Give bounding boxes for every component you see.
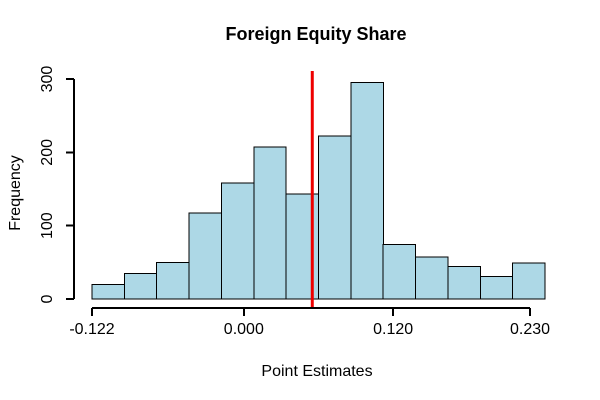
histogram-bar bbox=[123, 272, 158, 300]
histogram-bar bbox=[382, 244, 417, 300]
histogram-bar bbox=[188, 212, 223, 300]
histogram-bar bbox=[350, 82, 384, 300]
y-axis-title: Frequency bbox=[7, 155, 24, 231]
chart-title: Foreign Equity Share bbox=[225, 24, 407, 44]
y-tick-label: 100 bbox=[39, 212, 56, 239]
x-tick-label: 0.000 bbox=[224, 321, 264, 338]
histogram-bar bbox=[253, 146, 287, 300]
histogram-bar bbox=[220, 182, 255, 300]
histogram-bar bbox=[512, 262, 546, 300]
histogram-bar bbox=[156, 261, 190, 300]
histogram-bar bbox=[415, 256, 449, 300]
histogram-bar bbox=[91, 283, 125, 300]
histogram-bar bbox=[447, 266, 481, 300]
histogram-bar bbox=[318, 135, 352, 300]
y-tick-label: 0 bbox=[39, 294, 56, 303]
x-tick-label: 0.120 bbox=[373, 321, 413, 338]
x-tick-label: -0.122 bbox=[69, 321, 114, 338]
y-tick-label: 200 bbox=[39, 139, 56, 166]
x-axis-title: Point Estimates bbox=[261, 363, 373, 380]
x-tick-label: 0.230 bbox=[510, 321, 550, 338]
y-tick-label: 300 bbox=[39, 66, 56, 93]
histogram-bar bbox=[479, 275, 514, 300]
